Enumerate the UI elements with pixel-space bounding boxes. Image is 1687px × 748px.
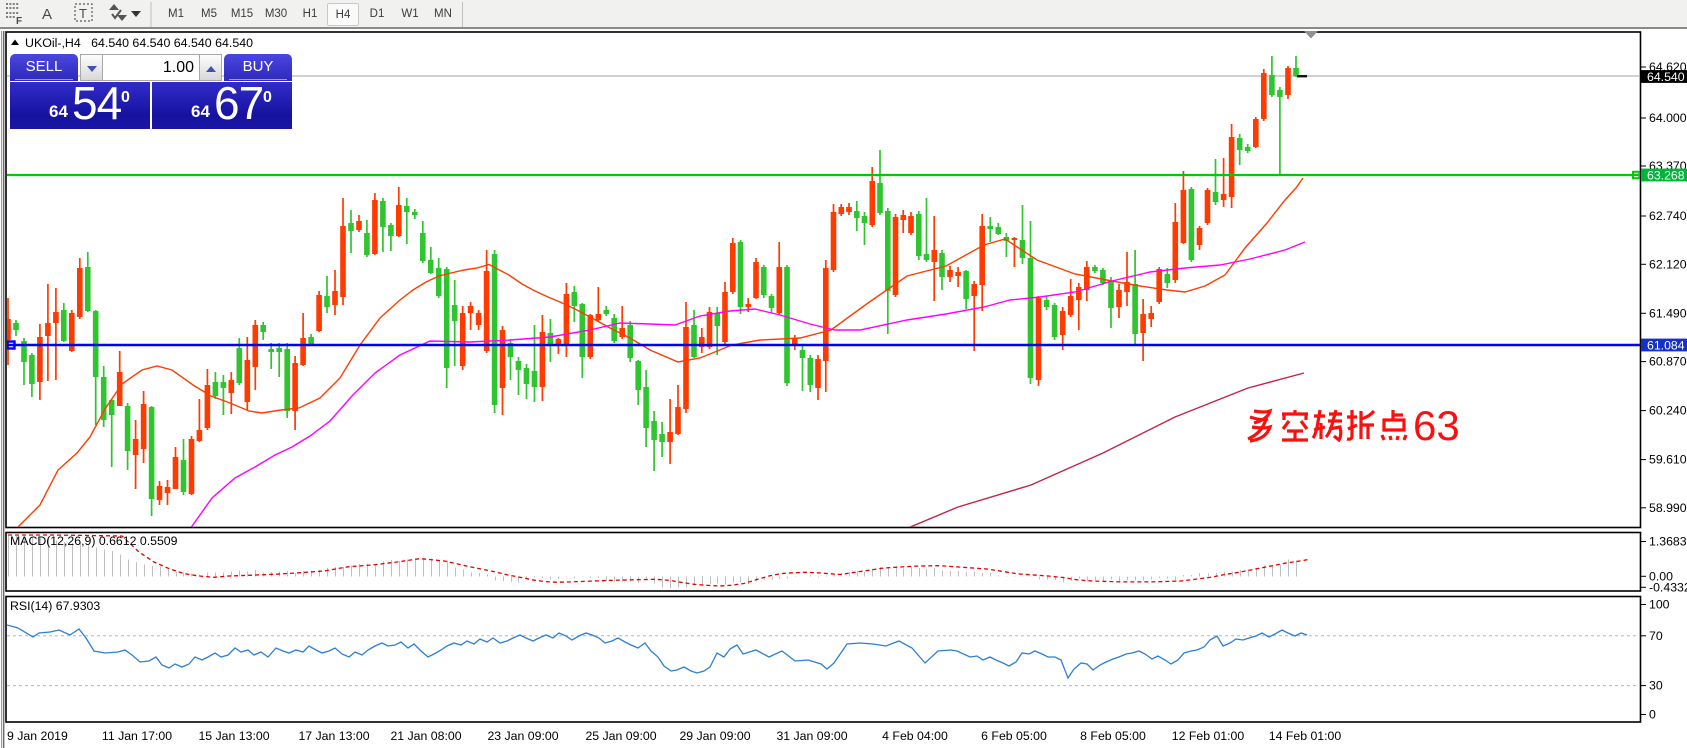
svg-text:21 Jan 08:00: 21 Jan 08:00 — [390, 729, 461, 743]
svg-text:29 Jan 09:00: 29 Jan 09:00 — [679, 729, 750, 743]
svg-text:F: F — [16, 16, 22, 27]
svg-text:1.3683: 1.3683 — [1649, 535, 1687, 549]
svg-text:61.490: 61.490 — [1649, 306, 1687, 320]
svg-text:60.870: 60.870 — [1649, 355, 1687, 369]
svg-text:61.084: 61.084 — [1647, 338, 1685, 352]
svg-text:0: 0 — [1649, 708, 1656, 722]
svg-text:T: T — [79, 6, 87, 21]
svg-text:11 Jan 17:00: 11 Jan 17:00 — [102, 729, 172, 743]
svg-text:63.268: 63.268 — [1647, 168, 1685, 182]
svg-text:RSI(14) 67.9303: RSI(14) 67.9303 — [10, 599, 100, 613]
svg-text:4 Feb 04:00: 4 Feb 04:00 — [882, 729, 948, 743]
svg-text:60.240: 60.240 — [1649, 404, 1687, 418]
svg-text:31 Jan 09:00: 31 Jan 09:00 — [776, 729, 847, 743]
svg-text:62.120: 62.120 — [1649, 257, 1687, 271]
svg-text:17 Jan 13:00: 17 Jan 13:00 — [298, 729, 369, 743]
svg-text:64.000: 64.000 — [1649, 111, 1687, 125]
svg-text:58.990: 58.990 — [1649, 501, 1687, 515]
svg-text:64.540: 64.540 — [1647, 70, 1685, 84]
svg-text:MACD(12,26,9) 0.6612 0.5509: MACD(12,26,9) 0.6612 0.5509 — [10, 534, 178, 548]
svg-text:8 Feb 05:00: 8 Feb 05:00 — [1080, 729, 1146, 743]
svg-text:6 Feb 05:00: 6 Feb 05:00 — [981, 729, 1047, 743]
svg-text:0.00: 0.00 — [1649, 569, 1673, 583]
svg-text:A: A — [42, 6, 52, 23]
svg-text:-0.4332: -0.4332 — [1649, 580, 1687, 594]
svg-text:UKOil-,H4 64.540 64.540 64.5: UKOil-,H4 64.540 64.540 64.540 64.540 — [25, 36, 253, 50]
svg-text:59.610: 59.610 — [1649, 453, 1687, 467]
svg-text:62.740: 62.740 — [1649, 209, 1687, 223]
svg-text:12 Feb 01:00: 12 Feb 01:00 — [1172, 729, 1245, 743]
svg-text:9 Jan 2019: 9 Jan 2019 — [7, 729, 68, 743]
svg-text:70: 70 — [1649, 629, 1663, 643]
svg-text:15 Jan 13:00: 15 Jan 13:00 — [198, 729, 269, 743]
svg-text:14 Feb 01:00: 14 Feb 01:00 — [1269, 729, 1342, 743]
svg-text:23 Jan 09:00: 23 Jan 09:00 — [487, 729, 558, 743]
svg-text:100: 100 — [1649, 598, 1670, 612]
svg-text:30: 30 — [1649, 679, 1663, 693]
svg-text:25 Jan 09:00: 25 Jan 09:00 — [585, 729, 656, 743]
svg-text:63: 63 — [1413, 402, 1460, 449]
